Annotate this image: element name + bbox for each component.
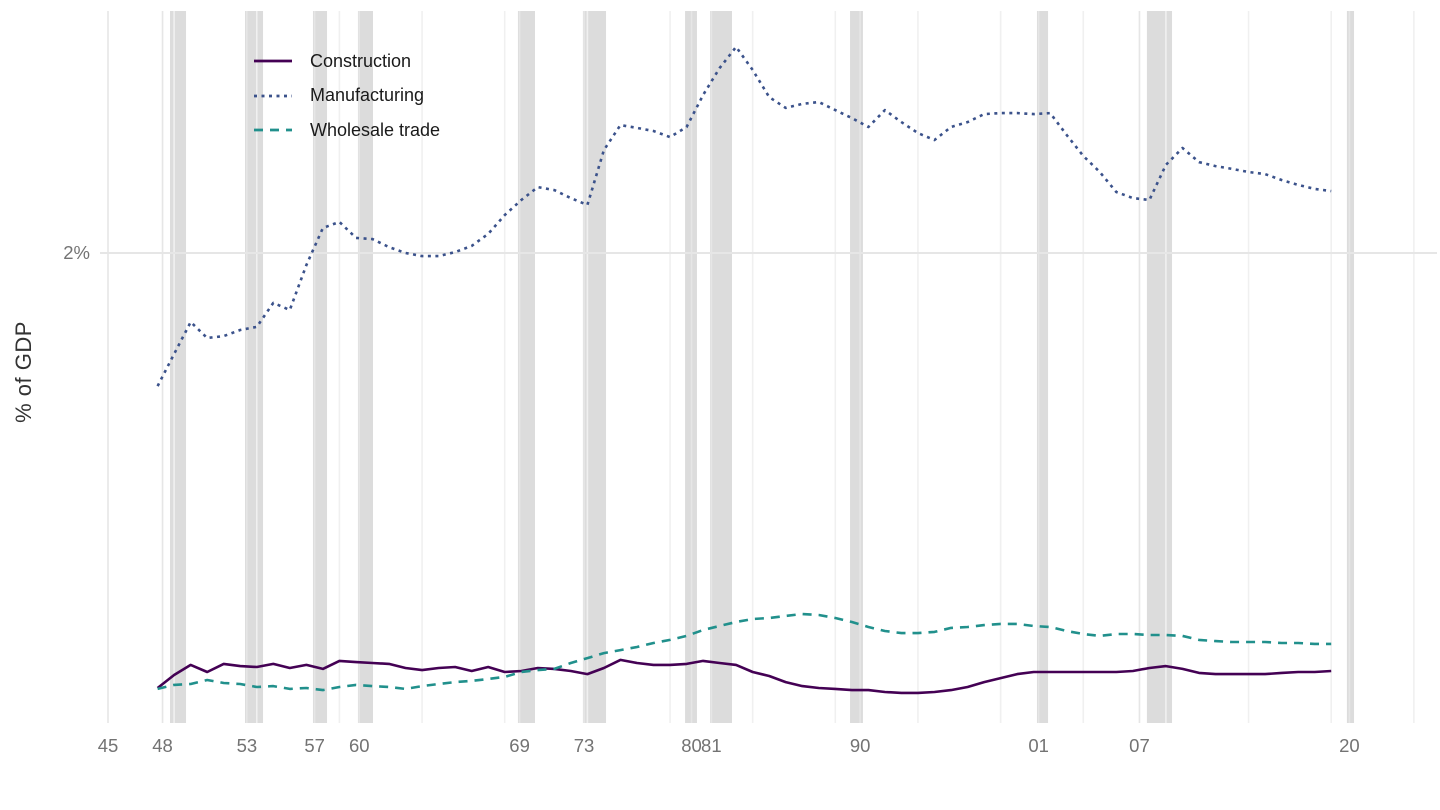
x-tick-label: 60 (349, 735, 370, 756)
x-tick-label: 69 (509, 735, 530, 756)
y-tick-label: 2% (63, 242, 90, 263)
legend-label-construction: Construction (310, 50, 412, 71)
recession-band (1146, 11, 1173, 723)
x-tick-label: 73 (574, 735, 595, 756)
x-tick-label: 53 (237, 735, 258, 756)
recession-band (1036, 11, 1049, 723)
recession-band (312, 11, 328, 723)
legend-item-wholesale-trade: Wholesale trade (253, 113, 440, 148)
x-tick-label: 80 (681, 735, 702, 756)
recession-band (357, 11, 373, 723)
legend: Construction Manufacturing Wholesale tra… (253, 44, 440, 148)
recession-band (517, 11, 535, 723)
y-axis-title: % of GDP (11, 321, 36, 423)
recession-band (1346, 11, 1355, 723)
construction-line-key-icon (254, 59, 292, 63)
x-tick-label: 45 (98, 735, 119, 756)
recession-band (245, 11, 264, 723)
series-line-wholesale-trade (157, 612, 1332, 692)
series-line-construction (156, 658, 1332, 695)
x-tick-label: 81 (701, 735, 722, 756)
legend-label-wholesale-trade: Wholesale trade (310, 119, 441, 140)
x-tick-label: 57 (304, 735, 325, 756)
manufacturing-line-key-icon (254, 94, 292, 98)
legend-label-manufacturing: Manufacturing (310, 85, 425, 106)
recession-band (169, 11, 187, 723)
recession-band (710, 11, 733, 723)
recession-band (582, 11, 607, 723)
recession-band (850, 11, 863, 723)
legend-item-construction: Construction (253, 44, 440, 79)
wholesale-trade-line-key-icon (254, 128, 292, 132)
x-tick-label: 07 (1129, 735, 1150, 756)
x-tick-label: 90 (850, 735, 871, 756)
legend-item-manufacturing: Manufacturing (253, 79, 440, 114)
x-tick-label: 48 (152, 735, 173, 756)
x-tick-label: 01 (1028, 735, 1049, 756)
x-tick-label: 20 (1339, 735, 1360, 756)
